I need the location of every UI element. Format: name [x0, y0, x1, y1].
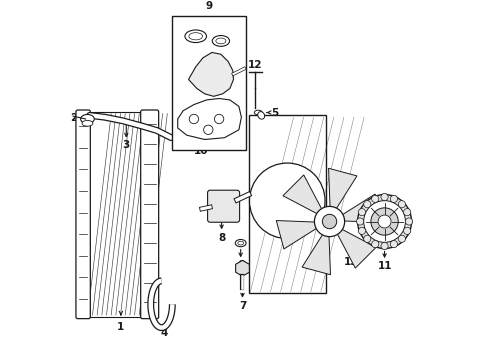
Circle shape	[357, 218, 364, 225]
Polygon shape	[342, 194, 383, 222]
Text: 9: 9	[206, 1, 213, 12]
Text: 13: 13	[344, 257, 358, 267]
Circle shape	[398, 201, 405, 208]
Ellipse shape	[82, 121, 93, 126]
Polygon shape	[276, 221, 318, 249]
Circle shape	[398, 235, 405, 242]
Bar	[87, 112, 146, 317]
Text: 10: 10	[194, 147, 208, 156]
Text: 12: 12	[248, 60, 262, 70]
Polygon shape	[329, 168, 357, 210]
Text: 1: 1	[117, 322, 124, 332]
Text: 3: 3	[122, 140, 130, 150]
Polygon shape	[189, 53, 234, 96]
Bar	[172, 17, 246, 149]
FancyBboxPatch shape	[208, 190, 240, 222]
Circle shape	[381, 242, 388, 249]
Circle shape	[189, 114, 198, 124]
Text: 7: 7	[239, 301, 246, 311]
Ellipse shape	[81, 114, 94, 123]
Circle shape	[215, 114, 224, 124]
Ellipse shape	[212, 36, 229, 46]
Circle shape	[381, 193, 388, 201]
Circle shape	[404, 208, 411, 216]
FancyBboxPatch shape	[141, 110, 159, 319]
Circle shape	[391, 240, 397, 248]
Text: 4: 4	[160, 328, 168, 338]
FancyBboxPatch shape	[76, 110, 90, 319]
Circle shape	[322, 214, 337, 229]
Circle shape	[391, 195, 397, 203]
Circle shape	[364, 201, 405, 242]
Ellipse shape	[189, 33, 202, 40]
Circle shape	[364, 201, 371, 208]
Circle shape	[315, 206, 344, 237]
Text: 2: 2	[71, 113, 78, 123]
Bar	[248, 116, 326, 293]
Text: 5: 5	[271, 108, 278, 117]
Text: 6: 6	[237, 260, 245, 270]
Text: 8: 8	[218, 233, 225, 243]
Polygon shape	[178, 99, 242, 139]
Polygon shape	[283, 175, 322, 214]
Circle shape	[249, 163, 325, 239]
Text: 11: 11	[377, 261, 392, 271]
Ellipse shape	[258, 112, 265, 119]
Circle shape	[371, 195, 379, 203]
Polygon shape	[302, 234, 330, 275]
Circle shape	[371, 240, 379, 248]
Circle shape	[405, 218, 413, 225]
Ellipse shape	[216, 38, 226, 44]
Circle shape	[404, 227, 411, 234]
Circle shape	[358, 208, 366, 216]
Circle shape	[358, 227, 366, 234]
Ellipse shape	[185, 30, 206, 42]
Circle shape	[364, 235, 371, 242]
Ellipse shape	[235, 239, 246, 247]
Ellipse shape	[238, 241, 244, 245]
Circle shape	[204, 125, 213, 135]
Circle shape	[371, 208, 398, 235]
Polygon shape	[337, 229, 376, 268]
Circle shape	[378, 215, 391, 228]
Ellipse shape	[254, 110, 262, 115]
Polygon shape	[236, 260, 249, 276]
Circle shape	[358, 194, 412, 248]
